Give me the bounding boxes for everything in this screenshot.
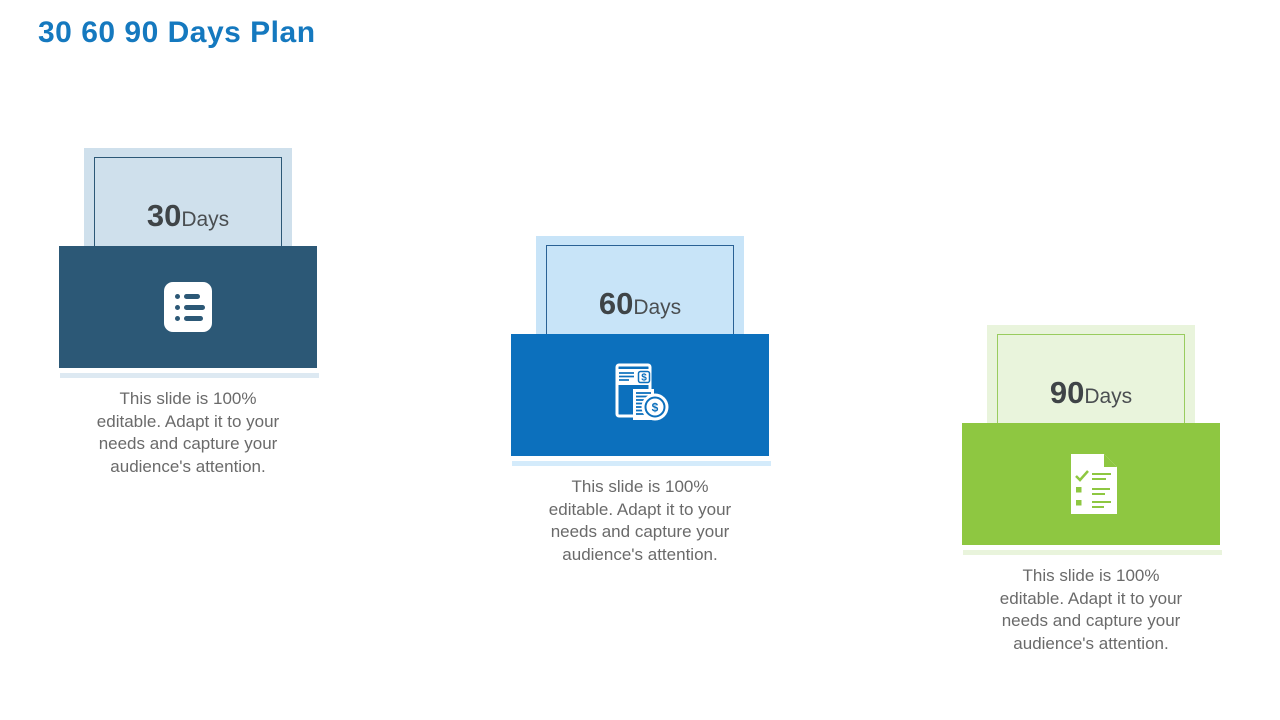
timeline-card-60-days: 60 Days $ $ This slide is 100% editable. … xyxy=(511,236,771,576)
bullet-list-icon xyxy=(164,282,212,332)
checklist-document-icon xyxy=(1071,454,1117,514)
svg-text:$: $ xyxy=(652,401,659,415)
icon-panel xyxy=(59,246,319,378)
duration-number: 60 xyxy=(598,286,634,321)
duration-label: 90 Days xyxy=(998,375,1184,411)
timeline-card-30-days: 30 Days This slide is 100% editable. Adap… xyxy=(59,148,319,488)
svg-text:$: $ xyxy=(641,373,647,384)
page-title: 30 60 90 Days Plan xyxy=(38,16,316,49)
icon-panel xyxy=(962,423,1222,555)
invoice-dollar-icon: $ $ xyxy=(615,363,669,421)
duration-label: 30 Days xyxy=(95,198,281,234)
description-text: This slide is 100% editable. Adapt it to… xyxy=(96,389,280,476)
duration-unit: Days xyxy=(633,296,682,319)
duration-unit: Days xyxy=(1084,385,1133,408)
icon-panel: $ $ xyxy=(511,334,771,466)
duration-number: 90 xyxy=(1049,375,1085,410)
description-text: This slide is 100% editable. Adapt it to… xyxy=(999,566,1183,653)
duration-label: 60 Days xyxy=(547,286,733,322)
duration-number: 30 xyxy=(146,198,182,233)
description-text: This slide is 100% editable. Adapt it to… xyxy=(548,477,732,564)
timeline-card-90-days: 90 Days This slide is 100% editable. Adap… xyxy=(962,325,1222,665)
duration-unit: Days xyxy=(181,208,230,231)
